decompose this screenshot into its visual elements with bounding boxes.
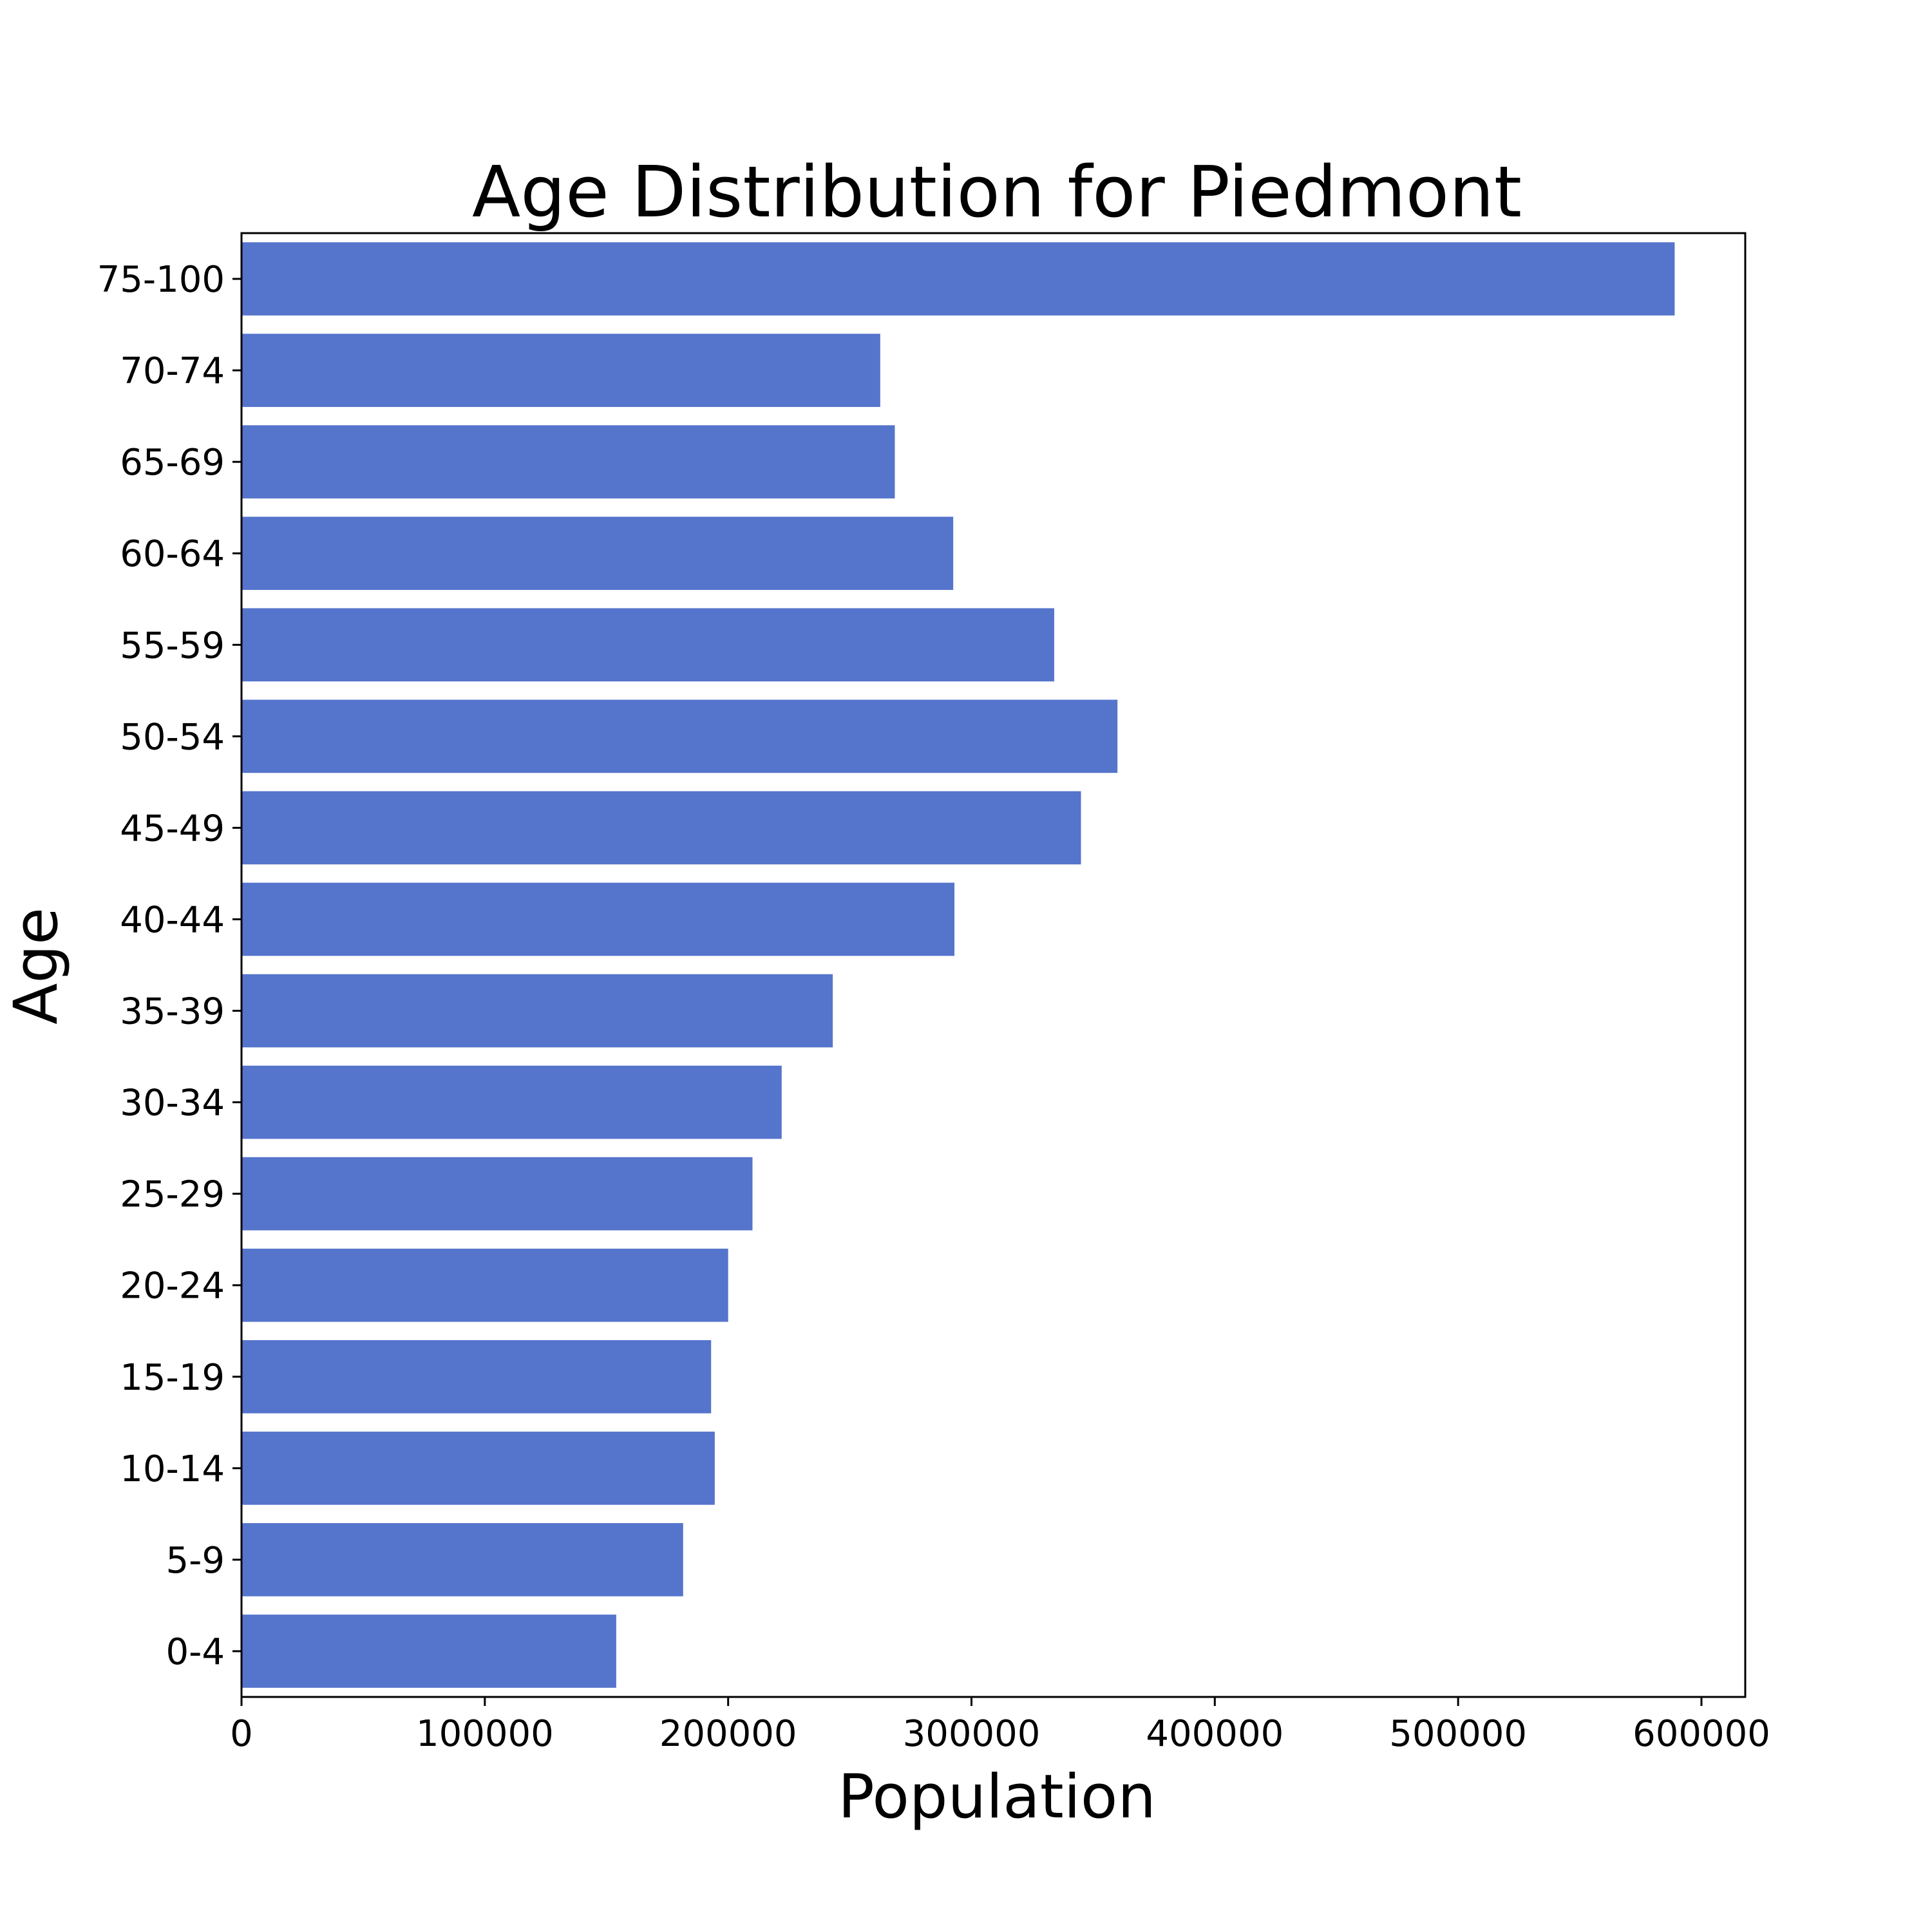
bar-20-24 bbox=[242, 1248, 728, 1322]
x-tick-label: 200000 bbox=[659, 1713, 797, 1755]
y-tick-label: 20-24 bbox=[120, 1265, 225, 1307]
bar-60-64 bbox=[242, 516, 954, 591]
bar-55-59 bbox=[242, 608, 1054, 682]
x-tick-label: 300000 bbox=[903, 1713, 1041, 1755]
bar-35-39 bbox=[242, 974, 833, 1048]
y-tick-label: 40-44 bbox=[120, 899, 225, 941]
plot-frame bbox=[240, 232, 1747, 1698]
y-tick-label: 50-54 bbox=[120, 716, 225, 758]
chart-title: Age Distribution for Piedmont bbox=[472, 151, 1522, 233]
bar-30-34 bbox=[242, 1065, 782, 1139]
y-tick-label: 65-69 bbox=[120, 442, 225, 484]
y-tick-label: 0-4 bbox=[166, 1631, 225, 1673]
bar-40-44 bbox=[242, 882, 955, 956]
y-tick-label: 70-74 bbox=[120, 350, 225, 392]
bar-70-74 bbox=[242, 334, 880, 407]
x-tick-label: 0 bbox=[230, 1713, 253, 1755]
y-axis-label: Age bbox=[1, 907, 71, 1025]
bar-15-19 bbox=[242, 1340, 712, 1414]
x-axis-label: Population bbox=[838, 1762, 1156, 1832]
y-tick-label: 10-14 bbox=[120, 1448, 225, 1490]
bar-50-54 bbox=[242, 699, 1118, 773]
y-axis-ticks: 0-4 5-9 10-14 15-19 20-24 25-29 30-34 35-39 40-4… bbox=[97, 259, 242, 1673]
bar-45-49 bbox=[242, 791, 1081, 865]
bar-10-14 bbox=[242, 1432, 715, 1505]
x-tick-label: 600000 bbox=[1633, 1713, 1770, 1755]
y-tick-label: 25-29 bbox=[120, 1174, 225, 1216]
y-tick-label: 45-49 bbox=[120, 808, 225, 849]
bar-5-9 bbox=[242, 1523, 683, 1596]
x-axis-ticks: 0 100000 200000 300000 400000 500000 600000 bbox=[230, 1697, 1770, 1755]
bar-25-29 bbox=[242, 1157, 753, 1231]
y-tick-label: 55-59 bbox=[120, 625, 225, 667]
x-tick-label: 500000 bbox=[1389, 1713, 1527, 1755]
bar-0-4 bbox=[242, 1615, 616, 1688]
x-tick-label: 400000 bbox=[1146, 1713, 1283, 1755]
y-tick-label: 30-34 bbox=[120, 1083, 225, 1124]
bars-layer bbox=[242, 242, 1675, 1688]
y-tick-label: 60-64 bbox=[120, 533, 225, 575]
y-tick-label: 35-39 bbox=[120, 991, 225, 1033]
bar-75-100 bbox=[242, 242, 1675, 316]
y-tick-label: 5-9 bbox=[166, 1540, 225, 1582]
y-tick-label: 15-19 bbox=[120, 1357, 225, 1399]
bar-65-69 bbox=[242, 425, 895, 498]
y-tick-label: 75-100 bbox=[97, 259, 225, 301]
x-tick-label: 100000 bbox=[416, 1713, 554, 1755]
